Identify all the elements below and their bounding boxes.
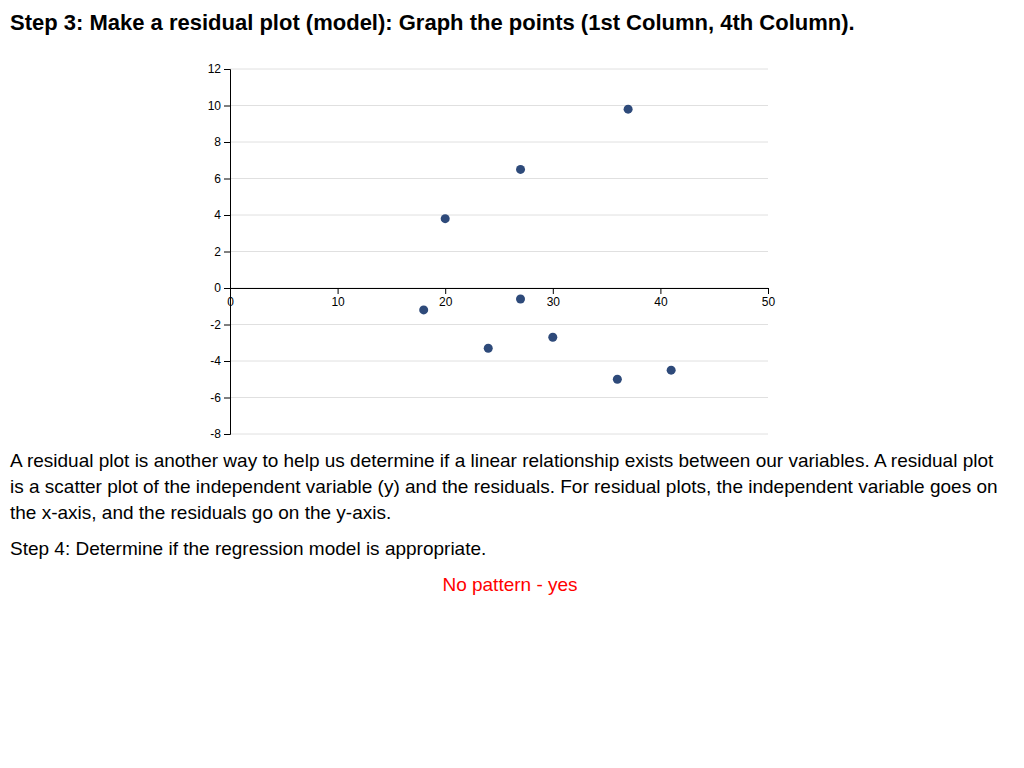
tick-label: -4 <box>210 354 221 368</box>
grid-line <box>230 397 768 398</box>
tick: 30 <box>547 288 561 309</box>
grid-line <box>230 69 768 70</box>
tick: -2 <box>210 318 230 332</box>
notes: A residual plot is another way to help u… <box>10 448 1010 608</box>
tick-mark <box>768 288 769 294</box>
tick: -8 <box>210 427 230 441</box>
tick-label: 30 <box>547 295 561 309</box>
tick-mark <box>224 179 230 180</box>
point <box>613 375 622 384</box>
tick-label: 8 <box>214 135 221 149</box>
x-axis: 0 10 20 30 40 50 <box>227 288 775 309</box>
tick: 40 <box>654 288 668 309</box>
tick-mark <box>553 288 554 294</box>
tick: 50 <box>762 288 776 309</box>
grid-line <box>230 105 768 106</box>
tick-mark <box>224 434 230 435</box>
tick-mark <box>338 288 339 294</box>
tick-label: 0 <box>227 295 234 309</box>
point <box>441 214 450 223</box>
tick-label: 0 <box>214 281 221 295</box>
grid-line <box>230 251 768 252</box>
tick-label: -8 <box>210 427 221 441</box>
points <box>419 105 675 384</box>
plot: -8 -6 -4 -2 0 2 4 6 8 10 12 0 10 20 30 40 50 <box>208 62 776 441</box>
tick: 10 <box>208 99 230 113</box>
grid-line <box>230 215 768 216</box>
point <box>667 366 676 375</box>
tick-label: 4 <box>214 208 221 222</box>
tick-label: -6 <box>210 391 221 405</box>
tick-mark <box>224 106 230 107</box>
grid-line <box>230 142 768 143</box>
annotation: No pattern - yes <box>10 572 1010 598</box>
tick-label: 20 <box>439 295 453 309</box>
tick-mark <box>224 361 230 362</box>
point <box>484 344 493 353</box>
tick: 10 <box>331 288 345 309</box>
tick-mark <box>224 69 230 70</box>
grid-line <box>230 434 768 435</box>
tick-mark <box>224 398 230 399</box>
tick: 0 <box>214 281 230 295</box>
tick-label: 6 <box>214 172 221 186</box>
title: Step 3: Make a residual plot (model): Gr… <box>10 10 1010 36</box>
point <box>624 105 633 114</box>
tick-label: 40 <box>654 295 668 309</box>
tick: 8 <box>214 135 230 149</box>
tick: 6 <box>214 172 230 186</box>
tick: -6 <box>210 391 230 405</box>
axis-line <box>231 289 769 295</box>
tick-mark <box>224 288 230 289</box>
tick-label: 50 <box>762 295 776 309</box>
point <box>516 165 525 174</box>
tick-label: -2 <box>210 318 221 332</box>
tick: 2 <box>214 245 230 259</box>
chart: -8 -6 -4 -2 0 2 4 6 8 10 12 0 10 20 30 40 50 <box>0 0 1024 768</box>
grid <box>230 69 768 434</box>
point <box>419 305 428 314</box>
point <box>548 333 557 342</box>
tick-mark <box>224 215 230 216</box>
tick-label: 12 <box>208 62 222 76</box>
tick: 12 <box>208 62 230 76</box>
annotation: Step 4: Determine if the regression mode… <box>10 536 1010 562</box>
tick-mark <box>660 288 661 294</box>
tick-mark <box>224 252 230 253</box>
grid-line <box>230 324 768 325</box>
grid-line <box>230 361 768 362</box>
point <box>516 294 525 303</box>
y-axis: -8 -6 -4 -2 0 2 4 6 8 10 12 <box>208 62 231 441</box>
plot-area <box>230 69 768 434</box>
grid-line <box>230 178 768 179</box>
tick-mark <box>224 142 230 143</box>
tick-mark <box>230 288 231 294</box>
axis-line <box>224 70 231 435</box>
tick-label: 10 <box>208 99 222 113</box>
tick-mark <box>445 288 446 294</box>
tick: 0 <box>227 288 234 309</box>
tick-label: 10 <box>331 295 345 309</box>
tick-mark <box>224 325 230 326</box>
tick-label: 2 <box>214 245 221 259</box>
annotation: A residual plot is another way to help u… <box>10 448 1010 526</box>
tick: 4 <box>214 208 230 222</box>
tick: 20 <box>439 288 453 309</box>
tick: -4 <box>210 354 230 368</box>
